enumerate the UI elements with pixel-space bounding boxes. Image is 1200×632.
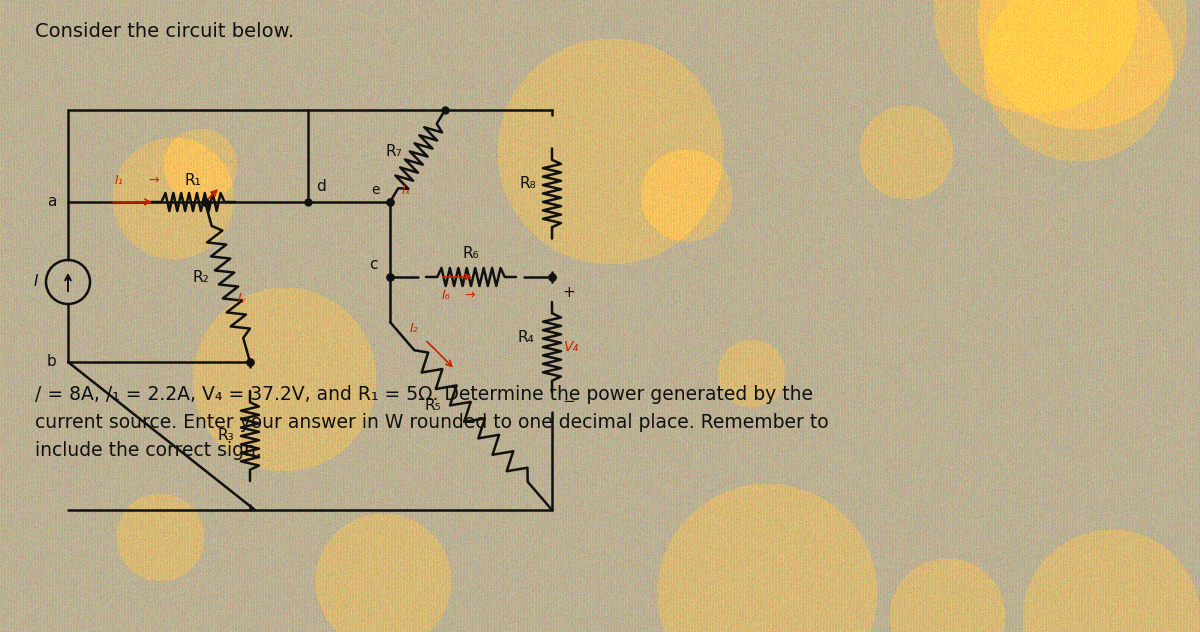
Text: R₁: R₁ — [185, 173, 202, 188]
Text: Consider the circuit below.: Consider the circuit below. — [35, 22, 294, 41]
Text: I₂: I₂ — [410, 322, 419, 334]
Text: R₈: R₈ — [520, 176, 536, 191]
Text: b: b — [47, 355, 56, 370]
Text: e: e — [372, 183, 380, 197]
Text: d: d — [316, 179, 325, 194]
Text: R₄: R₄ — [517, 329, 534, 344]
Text: I: I — [34, 274, 38, 289]
Text: →: → — [464, 289, 474, 302]
Text: R₇: R₇ — [385, 143, 402, 159]
Text: Iₓ: Iₓ — [402, 184, 412, 197]
Text: R₂: R₂ — [193, 269, 210, 284]
Text: c: c — [370, 257, 378, 272]
Text: R₅: R₅ — [425, 399, 442, 413]
Text: Iᵧ: Iᵧ — [238, 292, 246, 305]
Text: I₆: I₆ — [442, 289, 451, 302]
Text: −: − — [562, 394, 575, 409]
Text: include the correct sign.: include the correct sign. — [35, 441, 262, 460]
Text: I₁: I₁ — [115, 174, 124, 187]
Text: R₃: R₃ — [217, 428, 234, 444]
Text: R₆: R₆ — [463, 246, 479, 261]
Text: / = 8A, /₁ = 2.2A, V₄ = 37.2V, and R₁ = 5Ω. Determine the power generated by the: / = 8A, /₁ = 2.2A, V₄ = 37.2V, and R₁ = … — [35, 385, 814, 404]
Text: +: + — [562, 285, 575, 300]
Text: a: a — [47, 195, 56, 209]
Text: →: → — [148, 174, 158, 187]
Text: V₄: V₄ — [564, 340, 580, 354]
Text: current source. Enter your answer in W rounded to one decimal place. Remember to: current source. Enter your answer in W r… — [35, 413, 829, 432]
